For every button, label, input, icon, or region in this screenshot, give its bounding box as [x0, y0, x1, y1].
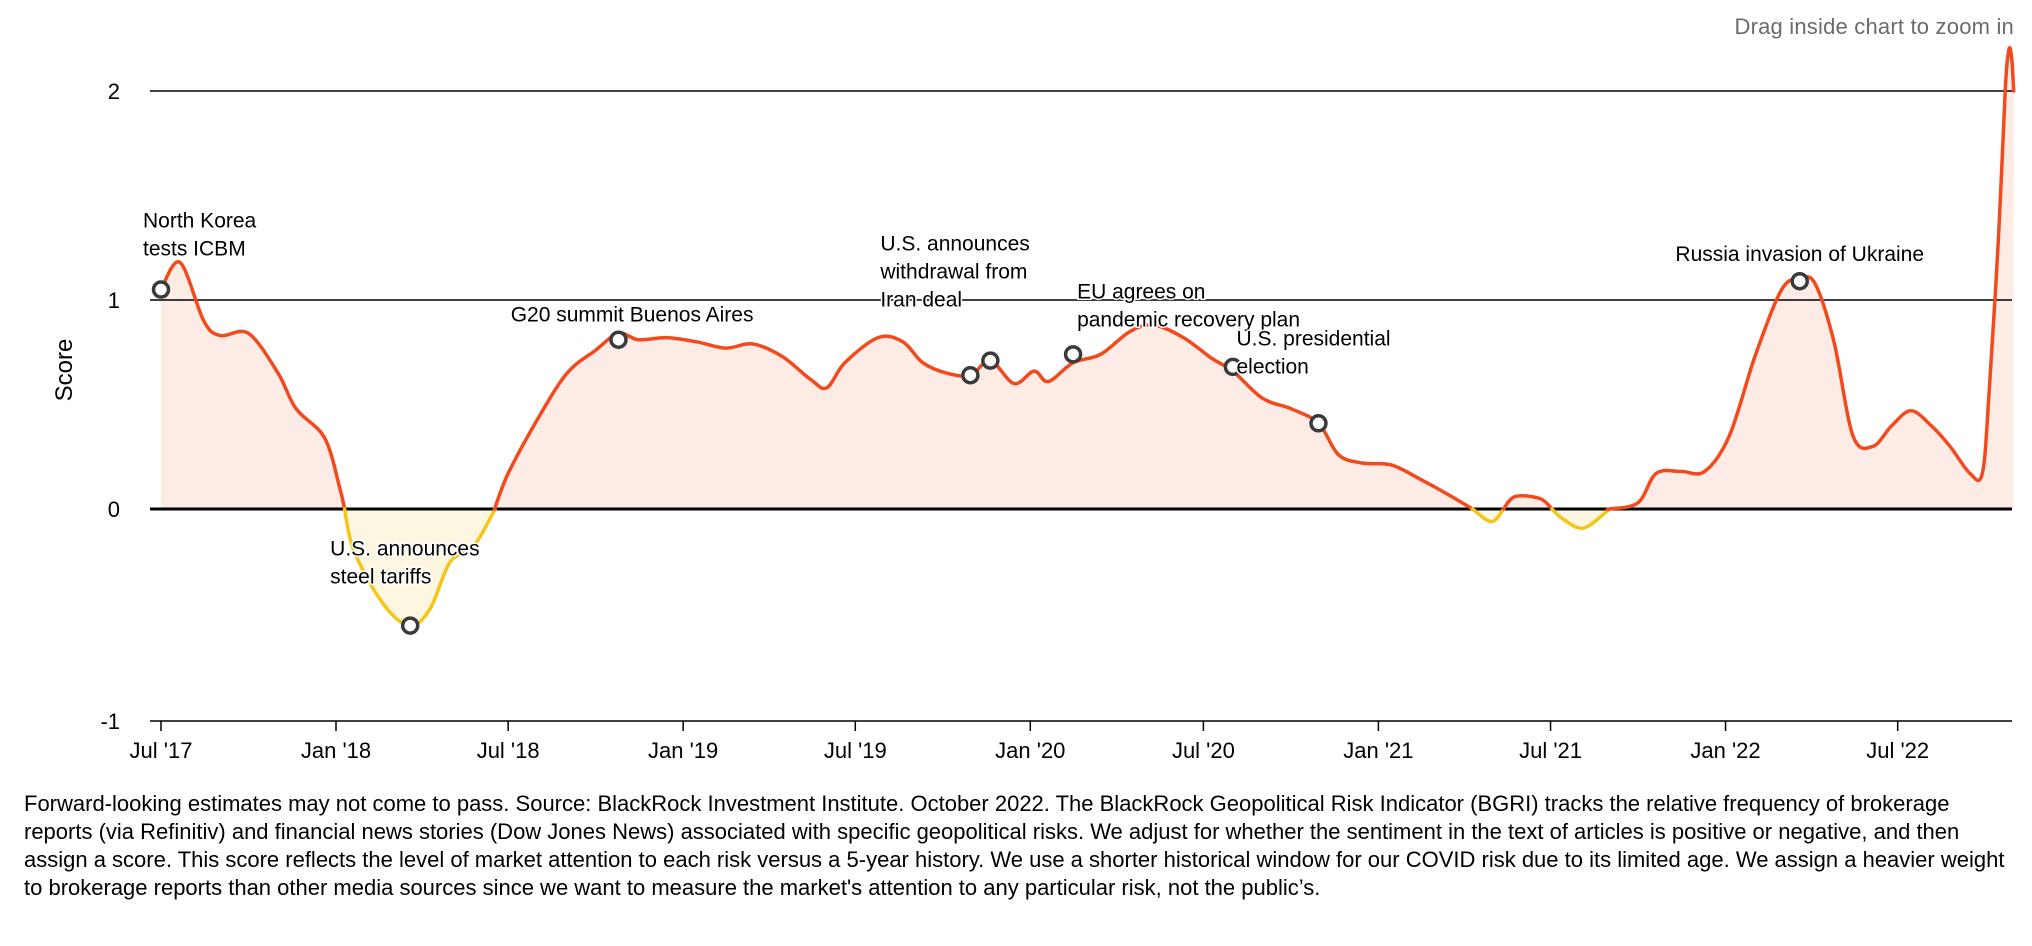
gridlines	[150, 90, 2012, 511]
negative-segment	[342, 507, 497, 628]
y-tick-label: -1	[100, 709, 120, 734]
event-label: pandemic recovery plan	[1077, 308, 1300, 331]
positive-area	[494, 324, 1475, 511]
x-tick-label: Jul '21	[1519, 738, 1582, 763]
chart-footnote: Forward-looking estimates may not come t…	[24, 791, 2005, 900]
negative-segment	[1550, 507, 1612, 531]
event-label: Russia invasion of Ukraine	[1675, 243, 1924, 266]
event-marker[interactable]	[609, 330, 628, 349]
event-label: G20 summit Buenos Aires	[511, 304, 754, 327]
x-tick-label: Jan '22	[1690, 738, 1760, 763]
event-marker[interactable]	[961, 365, 980, 385]
score-line	[159, 45, 2016, 628]
event-marker[interactable]	[400, 616, 420, 635]
event-label: EU agrees on	[1077, 280, 1205, 303]
x-tick-label: Jan '19	[648, 738, 718, 763]
negative-segment	[1470, 507, 1506, 524]
negative-area	[1552, 509, 1610, 529]
y-tick-label: 2	[108, 79, 120, 104]
x-tick-label: Jul '19	[824, 738, 887, 763]
y-axis-title: Score	[51, 339, 78, 402]
zoom-hint: Drag inside chart to zoom in	[1734, 14, 2014, 39]
positive-segment	[159, 260, 347, 511]
event-label: tests ICBM	[143, 238, 246, 261]
annotations: North Korea tests ICBM U.S. announces steel…	[142, 208, 1926, 635]
event-marker[interactable]	[1309, 414, 1328, 433]
y-axis: 2 1 0 -1	[100, 79, 120, 734]
x-tick-label: Jul '20	[1172, 738, 1235, 763]
x-axis: Jul '17 Jan '18 Jul '18 Jan '19 Jul '19 Jan '…	[130, 721, 1929, 763]
positive-area	[161, 261, 345, 509]
x-tick-label: Jan '21	[1343, 738, 1413, 763]
event-marker[interactable]	[1063, 345, 1083, 364]
event-label: election	[1236, 355, 1308, 378]
positive-segment	[1605, 45, 2016, 512]
x-tick-label: Jul '17	[130, 738, 193, 763]
event-label: North Korea	[143, 210, 257, 233]
x-tick-label: Jul '22	[1866, 738, 1929, 763]
event-label: U.S. announces	[880, 233, 1029, 256]
event-label: U.S. announces	[330, 538, 479, 561]
event-marker[interactable]	[151, 280, 171, 299]
event-label: steel tariffs	[330, 566, 431, 589]
positive-segment	[1501, 494, 1554, 511]
event-marker[interactable]	[1790, 271, 1809, 291]
y-tick-label: 1	[108, 288, 120, 313]
event-label: U.S. presidential	[1236, 327, 1390, 350]
event-marker[interactable]	[1223, 357, 1243, 377]
x-tick-label: Jul '18	[477, 738, 540, 763]
y-tick-label: 0	[108, 497, 120, 522]
negative-area	[344, 508, 495, 626]
x-tick-label: Jan '20	[995, 738, 1065, 763]
event-label: withdrawal from	[879, 261, 1027, 284]
x-tick-label: Jan '18	[301, 738, 371, 763]
event-label: Iran deal	[880, 289, 962, 312]
event-marker[interactable]	[981, 351, 1000, 370]
